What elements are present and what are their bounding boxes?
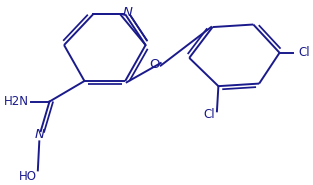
Text: Cl: Cl xyxy=(299,46,310,59)
Text: O: O xyxy=(149,58,160,71)
Text: Cl: Cl xyxy=(204,108,215,121)
Text: H2N: H2N xyxy=(3,95,28,108)
Text: N: N xyxy=(34,128,44,142)
Text: N: N xyxy=(123,6,132,19)
Text: HO: HO xyxy=(19,169,37,183)
